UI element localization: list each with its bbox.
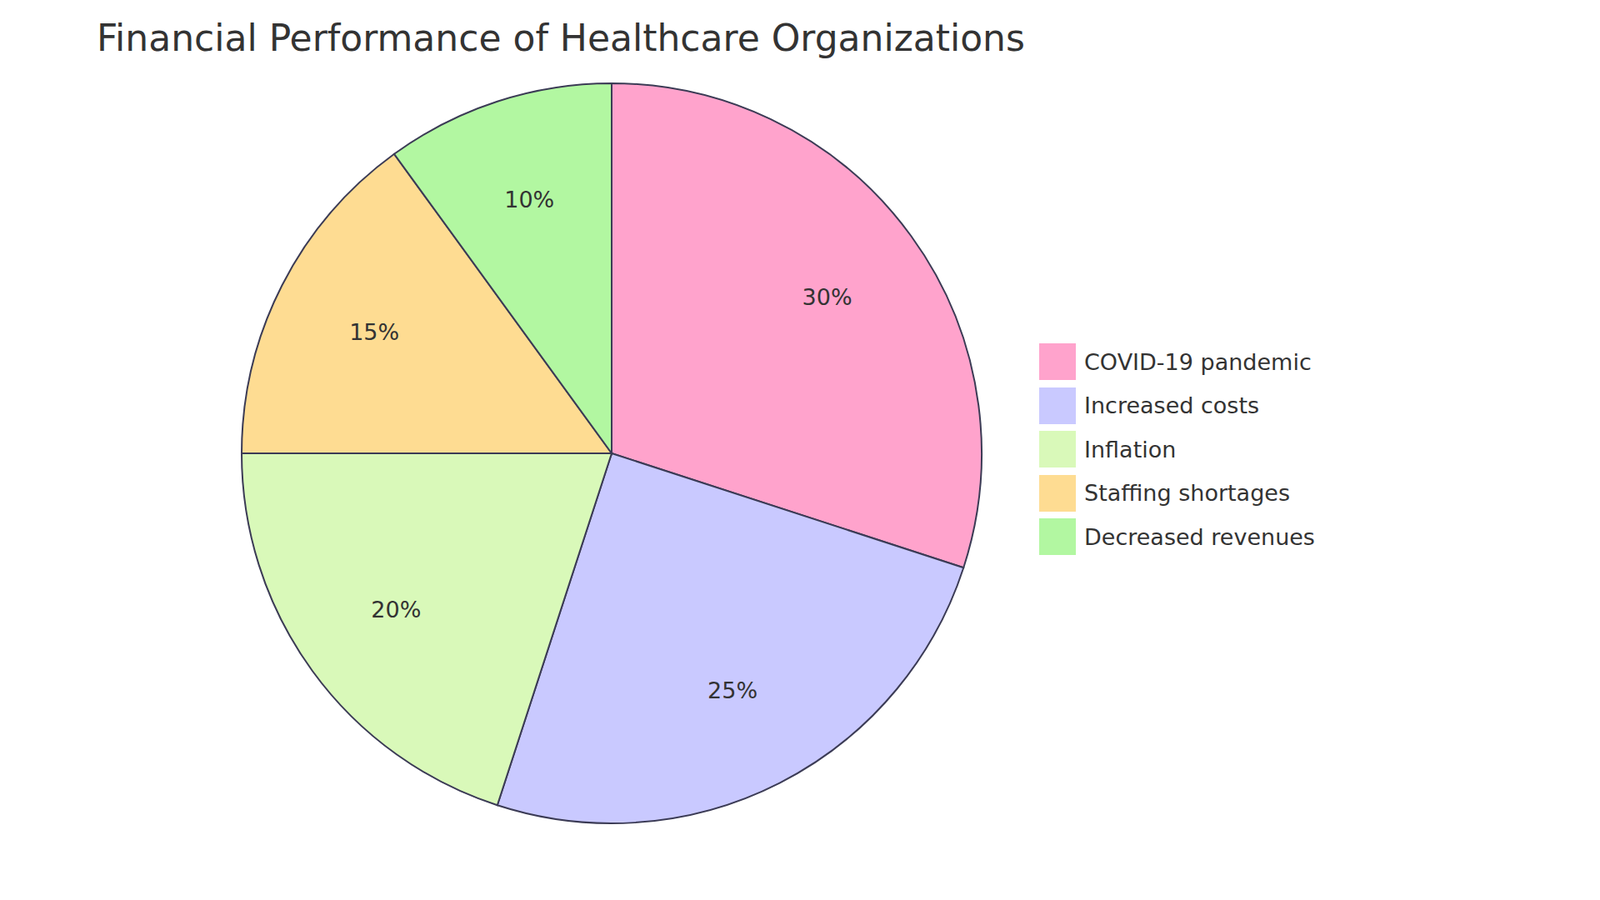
html-text:Staffing shortages: Staffing shortages bbox=[1084, 480, 1290, 507]
svg-text:10%: 10% bbox=[504, 186, 555, 213]
html-text:COVID-19 pandemic: COVID-19 pandemic bbox=[1084, 349, 1312, 375]
html-text:Financial Performance of Healt: Financial Performance of Healthcare Orga… bbox=[96, 16, 1025, 60]
svg-text:15%: 15% bbox=[349, 319, 400, 345]
html-text:Inflation: Inflation bbox=[1084, 436, 1177, 463]
html-text:Decreased revenues: Decreased revenues bbox=[1084, 524, 1315, 550]
svg-text:30%: 30% bbox=[802, 284, 853, 310]
html-text:Increased costs: Increased costs bbox=[1084, 392, 1260, 419]
svg-text:20%: 20% bbox=[370, 596, 421, 623]
svg-text:25%: 25% bbox=[707, 677, 758, 704]
